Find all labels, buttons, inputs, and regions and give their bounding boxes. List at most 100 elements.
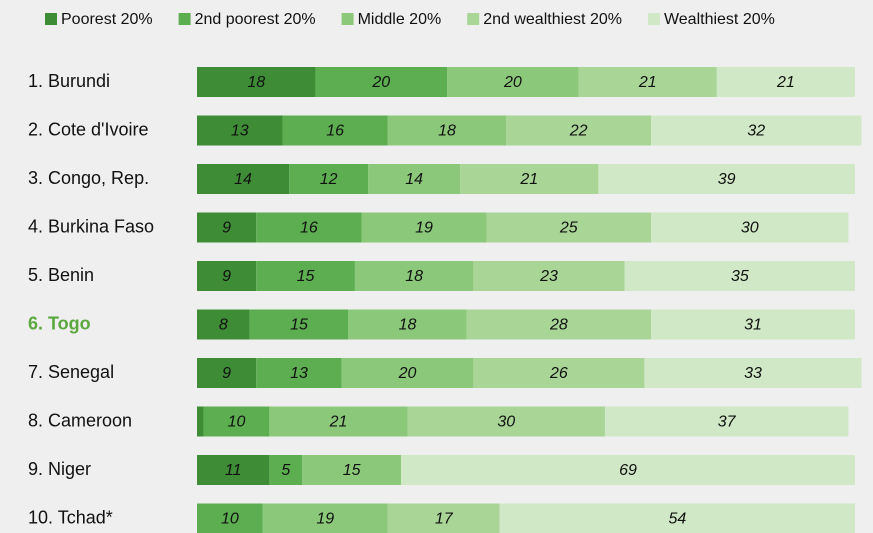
data-label: 28 <box>549 317 568 334</box>
category-label: 10. Tchad* <box>28 507 113 527</box>
data-label: 69 <box>619 462 637 479</box>
bar-segment <box>302 455 401 485</box>
data-label: 21 <box>638 74 657 91</box>
category-label: 4. Burkina Faso <box>28 216 154 236</box>
bar-segment <box>387 503 500 533</box>
data-label: 39 <box>718 171 736 188</box>
data-label: 10 <box>228 414 246 431</box>
data-label: 19 <box>415 220 433 237</box>
bar-segment <box>341 358 474 388</box>
bar-segment <box>197 164 290 194</box>
legend-label: 2nd poorest 20% <box>195 11 316 28</box>
legend-label: 2nd wealthiest 20% <box>483 11 622 28</box>
data-label: 22 <box>569 123 588 140</box>
bar-segment <box>506 115 652 146</box>
data-label: 16 <box>326 123 344 140</box>
bar-segment <box>197 309 250 340</box>
bar-segment <box>197 115 283 146</box>
bar-segment <box>473 358 645 388</box>
data-label: 14 <box>405 171 423 188</box>
category-label: 9. Niger <box>28 459 91 479</box>
data-label: 33 <box>744 365 762 382</box>
bar-segment <box>256 261 355 291</box>
category-label: 7. Senegal <box>28 362 114 382</box>
legend-label: Poorest 20% <box>61 11 153 28</box>
data-label: 16 <box>300 220 318 237</box>
bar-segment <box>197 455 270 485</box>
bar-segment <box>197 358 257 388</box>
bar-segment <box>269 455 303 485</box>
bar-segment <box>624 261 855 291</box>
bar-segment <box>460 164 599 194</box>
bar-segment <box>368 164 461 194</box>
data-label: 30 <box>497 414 515 431</box>
category-label: 2. Cote d'Ivoire <box>28 119 149 139</box>
legend-swatch <box>647 13 660 25</box>
bar-segment <box>197 406 204 437</box>
bar-segment <box>354 261 474 291</box>
bar-segment <box>197 261 257 291</box>
data-label: 32 <box>747 123 765 140</box>
bar-segment <box>466 309 652 340</box>
bar-segment <box>644 358 862 388</box>
bar-segment <box>262 503 388 533</box>
data-label: 15 <box>297 268 315 285</box>
data-label: 21 <box>519 171 538 188</box>
category-label: 5. Benin <box>28 265 94 285</box>
data-label: 20 <box>398 365 417 382</box>
data-label: 18 <box>405 268 423 285</box>
data-label: 5 <box>281 462 290 479</box>
category-label: 1. Burundi <box>28 71 110 91</box>
bar-segment <box>447 67 579 97</box>
bar-segment <box>473 261 625 291</box>
bar-segment <box>197 212 257 243</box>
data-label: 9 <box>222 268 231 285</box>
bar-segment <box>315 67 448 97</box>
bar-segment <box>197 67 316 97</box>
bar-segment <box>289 164 369 194</box>
bar-segment <box>203 406 270 437</box>
data-label: 26 <box>549 365 568 382</box>
data-label: 18 <box>247 74 265 91</box>
data-label: 12 <box>320 171 338 188</box>
legend-swatch <box>341 13 354 25</box>
bar-segment <box>716 67 855 97</box>
data-label: 21 <box>329 414 348 431</box>
data-label: 15 <box>290 317 308 334</box>
data-label: 9 <box>222 365 231 382</box>
data-label: 17 <box>435 511 454 528</box>
bar-segment <box>256 212 362 243</box>
data-label: 11 <box>225 462 242 479</box>
data-label: 30 <box>741 220 759 237</box>
category-label: 6. Togo <box>28 313 91 333</box>
data-label: 54 <box>668 511 686 528</box>
bar-segment <box>256 358 342 388</box>
bar-segment <box>269 406 408 437</box>
data-label: 31 <box>744 317 762 334</box>
bar-segment <box>578 67 717 97</box>
data-label: 18 <box>399 317 417 334</box>
bar-segment <box>651 309 855 340</box>
category-label: 8. Cameroon <box>28 410 132 430</box>
data-label: 20 <box>503 74 522 91</box>
data-label: 14 <box>234 171 252 188</box>
legend-swatch <box>45 13 57 25</box>
bar-segment <box>598 164 855 194</box>
data-label: 18 <box>438 123 456 140</box>
data-label: 37 <box>718 414 737 431</box>
data-label: 23 <box>539 268 558 285</box>
data-label: 20 <box>371 74 390 91</box>
bar-segment <box>400 455 855 485</box>
data-label: 21 <box>776 74 795 91</box>
bar-segment <box>651 212 849 243</box>
bar-segment <box>486 212 652 243</box>
bar-segment <box>282 115 388 146</box>
data-label: 19 <box>316 511 334 528</box>
legend-swatch <box>178 13 191 25</box>
category-label: 3. Congo, Rep. <box>28 168 149 188</box>
bar-segment <box>249 309 349 340</box>
bar-segment <box>604 406 849 437</box>
legend-label: Wealthiest 20% <box>664 11 775 28</box>
data-label: 15 <box>343 462 361 479</box>
